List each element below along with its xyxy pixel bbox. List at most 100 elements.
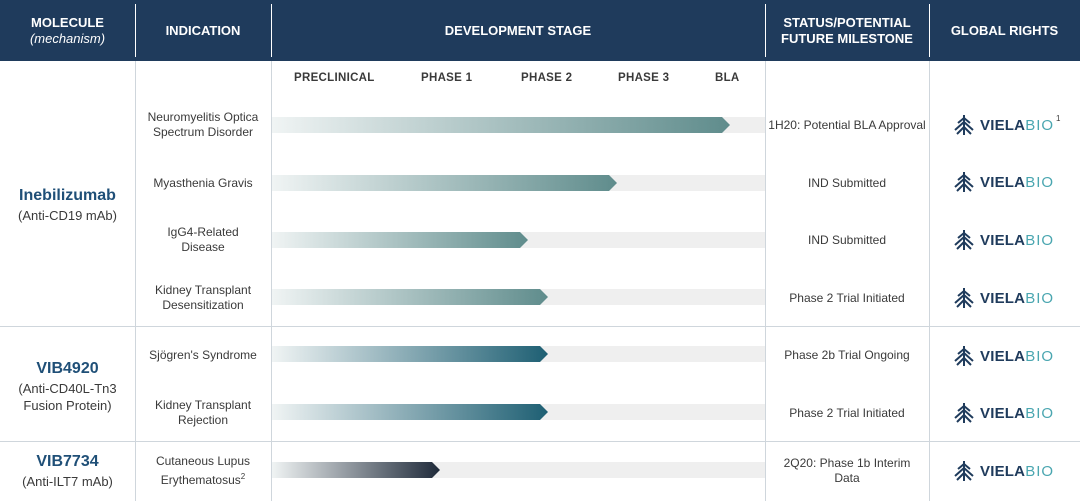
header-divider (765, 4, 766, 57)
indication-label: Myasthenia Gravis (153, 175, 253, 190)
indication-label: Kidney Transplant Desensitization (154, 283, 252, 312)
indication-myasthenia-gravis: Myasthenia Gravis (136, 168, 270, 198)
progress-arrow (272, 117, 730, 133)
header-indication: INDICATION (135, 0, 271, 61)
status-label: Phase 2 Trial Initiated (789, 290, 905, 305)
progress-bar (272, 117, 730, 133)
logo-bio-text: BIO (1025, 173, 1055, 191)
molecule-mechanism: (Anti-CD19 mAb) (18, 208, 117, 223)
progress-bar (272, 346, 548, 362)
header-molecule-label: MOLECULE (31, 14, 104, 30)
header-divider (929, 4, 930, 57)
logo-bio-text: BIO (1025, 347, 1055, 365)
logo-viela-text: VIELA (980, 347, 1026, 365)
progress-track (272, 346, 765, 362)
indication-neuromyelitis-optica: Neuromyelitis Optica Spectrum Disorder (136, 105, 270, 145)
viela-bio-logo: VIELA BIO 1 (952, 114, 1060, 136)
header-global-rights: GLOBAL RIGHTS (929, 0, 1080, 61)
molecule-vib7734: VIB7734 (Anti-ILT7 mAb) (0, 448, 135, 494)
viela-bio-icon (954, 403, 974, 423)
viela-bio-icon (954, 172, 974, 192)
progress-arrow (272, 404, 548, 420)
status-cell: 2Q20: Phase 1b Interim Data (766, 456, 928, 486)
progress-track (272, 462, 765, 478)
stage-label-preclinical: PRECLINICAL (294, 72, 375, 84)
indication-label: IgG4-Related Disease (167, 225, 239, 254)
viela-bio-logo: VIELA BIO (952, 345, 1054, 367)
indication-label: Neuromyelitis Optica Spectrum Disorder (147, 110, 259, 139)
logo-bio-text: BIO (1025, 289, 1055, 307)
group-divider (0, 326, 1080, 327)
viela-bio-icon (954, 115, 974, 135)
status-label: 1H20: Potential BLA Approval (768, 117, 926, 132)
status-cell: Phase 2 Trial Initiated (766, 283, 928, 313)
indication-label: Sjögren's Syndrome (149, 347, 257, 362)
logo-bio-text: BIO (1025, 116, 1055, 134)
status-cell: 1H20: Potential BLA Approval (766, 105, 928, 145)
indication-cutaneous-lupus: Cutaneous Lupus Erythematosus2 (136, 451, 270, 491)
progress-track (272, 175, 765, 191)
status-label: Phase 2 Trial Initiated (789, 405, 905, 420)
indication-kidney-transplant-desensitization: Kidney Transplant Desensitization (136, 278, 270, 318)
status-cell: IND Submitted (766, 168, 928, 198)
header-development-stage: DEVELOPMENT STAGE (271, 0, 765, 61)
indication-kidney-transplant-rejection: Kidney Transplant Rejection (136, 393, 270, 433)
progress-bar (272, 175, 617, 191)
table-header (0, 0, 1080, 61)
viela-bio-logo: VIELA BIO (952, 171, 1054, 193)
progress-bar (272, 462, 440, 478)
header-status-line1: STATUS/POTENTIAL (783, 14, 911, 30)
progress-track (272, 232, 765, 248)
indication-sjogrens-syndrome: Sjögren's Syndrome (136, 340, 270, 370)
logo-bio-text: BIO (1025, 404, 1055, 422)
status-cell: Phase 2b Trial Ongoing (766, 340, 928, 370)
group-divider (0, 441, 1080, 442)
viela-bio-logo: VIELA BIO (952, 460, 1054, 482)
status-label: 2Q20: Phase 1b Interim Data (783, 456, 911, 485)
progress-bar (272, 232, 528, 248)
molecule-mechanism: (Anti-CD40L-Tn3 Fusion Protein) (18, 380, 117, 413)
header-divider (135, 4, 136, 57)
progress-arrow (272, 175, 617, 191)
indication-label: Cutaneous Lupus Erythematosus (155, 454, 251, 487)
header-divider (271, 4, 272, 57)
status-cell: Phase 2 Trial Initiated (766, 398, 928, 428)
viela-bio-logo: VIELA BIO (952, 287, 1054, 309)
header-status-line2: FUTURE MILESTONE (781, 30, 913, 46)
header-development-stage-label: DEVELOPMENT STAGE (444, 22, 592, 38)
status-label: IND Submitted (807, 232, 887, 247)
molecule-inebilizumab: Inebilizumab (Anti-CD19 mAb) (0, 170, 135, 240)
logo-viela-text: VIELA (980, 116, 1026, 134)
progress-track (272, 404, 765, 420)
stage-label-phase-1: PHASE 1 (421, 72, 473, 84)
header-indication-label: INDICATION (165, 22, 241, 38)
logo-viela-text: VIELA (980, 404, 1026, 422)
logo-bio-text: BIO (1025, 462, 1055, 480)
logo-viela-text: VIELA (980, 231, 1026, 249)
progress-arrow (272, 289, 548, 305)
molecule-mechanism: (Anti-ILT7 mAb) (22, 474, 113, 489)
progress-bar (272, 404, 548, 420)
viela-bio-icon (954, 346, 974, 366)
viela-bio-icon (954, 288, 974, 308)
progress-track (272, 289, 765, 305)
viela-bio-icon (954, 461, 974, 481)
progress-arrow (272, 232, 528, 248)
indication-label: Kidney Transplant Rejection (154, 398, 252, 427)
viela-bio-icon (954, 230, 974, 250)
header-global-rights-label: GLOBAL RIGHTS (950, 22, 1059, 38)
header-molecule: MOLECULE (mechanism) (0, 0, 135, 61)
status-label: Phase 2b Trial Ongoing (784, 347, 910, 362)
stage-label-bla: BLA (715, 72, 740, 84)
header-mechanism-label: (mechanism) (29, 30, 106, 46)
molecule-name: Inebilizumab (19, 187, 116, 204)
indication-label-wrap: Cutaneous Lupus Erythematosus2 (136, 454, 270, 488)
status-label: IND Submitted (807, 175, 887, 190)
column-divider (929, 61, 930, 501)
header-status: STATUS/POTENTIAL FUTURE MILESTONE (765, 0, 929, 61)
molecule-name: VIB4920 (36, 359, 99, 377)
logo-viela-text: VIELA (980, 173, 1026, 191)
viela-bio-logo: VIELA BIO (952, 229, 1054, 251)
footnote-marker: 2 (240, 472, 246, 481)
column-divider (135, 61, 136, 501)
